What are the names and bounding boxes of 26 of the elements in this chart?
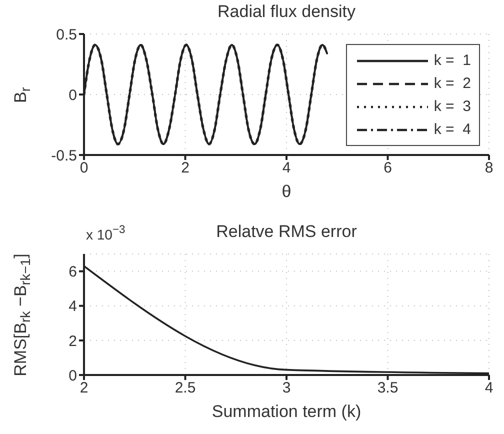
x-axis-title: θ: [280, 182, 292, 202]
y-tick-label: 2: [68, 332, 77, 350]
chart-title: Radial flux density: [216, 2, 356, 22]
legend-label: k = 2: [434, 75, 471, 92]
x-tick-label: 8: [484, 160, 494, 177]
y-tick-label: 0: [68, 86, 77, 104]
y-tick-label: 0: [68, 367, 77, 384]
chart-title: Relatve RMS error: [216, 222, 357, 241]
legend-label: k = 4: [434, 121, 471, 138]
y-tick-label: -0.5: [51, 147, 77, 164]
x-tick-label: 0: [80, 160, 88, 177]
x-tick-label: 2: [80, 380, 88, 397]
text: x 10$^{−3}$: [86, 224, 126, 243]
y-tick-label: 0.5: [56, 26, 77, 44]
x-tick-label: 3.5: [377, 380, 398, 397]
x-tick-label: 2: [181, 160, 190, 177]
x-tick-label: 3: [282, 380, 291, 397]
legend-label: k = 3: [434, 98, 471, 115]
x-axis-title: Summation term (k): [210, 402, 362, 422]
x-tick-label: 4: [282, 160, 291, 177]
legend-label: k = 1: [434, 52, 471, 69]
y-tick-label: 6: [68, 264, 77, 281]
x-tick-label: 6: [384, 160, 392, 177]
y-tick-label: 4: [68, 298, 77, 316]
x-tick-label: 4: [484, 380, 494, 397]
x-tick-label: 2.5: [174, 380, 196, 397]
